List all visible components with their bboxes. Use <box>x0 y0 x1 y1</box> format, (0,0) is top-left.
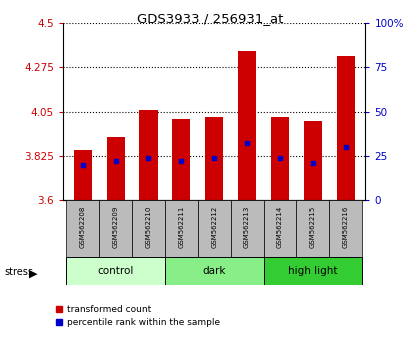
Bar <box>165 200 198 257</box>
Text: stress: stress <box>4 267 33 276</box>
Bar <box>107 137 125 200</box>
Text: GSM562210: GSM562210 <box>145 206 152 249</box>
Text: control: control <box>97 266 134 276</box>
Legend: transformed count, percentile rank within the sample: transformed count, percentile rank withi… <box>55 306 220 327</box>
Text: GSM562208: GSM562208 <box>80 206 86 249</box>
Text: ▶: ▶ <box>29 268 37 278</box>
Bar <box>297 200 329 257</box>
Bar <box>165 257 263 285</box>
Text: GSM562211: GSM562211 <box>178 206 184 249</box>
Text: GSM562209: GSM562209 <box>113 206 118 249</box>
Bar <box>337 56 355 200</box>
Bar <box>74 150 92 200</box>
Bar <box>99 200 132 257</box>
Bar <box>231 200 263 257</box>
Bar <box>66 257 165 285</box>
Text: GSM562215: GSM562215 <box>310 206 316 248</box>
Bar <box>172 119 190 200</box>
Text: GDS3933 / 256931_at: GDS3933 / 256931_at <box>137 12 283 25</box>
Text: GSM562212: GSM562212 <box>211 206 217 248</box>
Bar <box>304 121 322 200</box>
Bar <box>263 257 362 285</box>
Text: GSM562213: GSM562213 <box>244 206 250 249</box>
Bar <box>205 118 223 200</box>
Text: GSM562216: GSM562216 <box>343 206 349 249</box>
Text: GSM562214: GSM562214 <box>277 206 283 248</box>
Bar <box>139 109 158 200</box>
Bar <box>329 200 362 257</box>
Text: dark: dark <box>202 266 226 276</box>
Bar <box>263 200 297 257</box>
Bar <box>238 51 256 200</box>
Bar <box>132 200 165 257</box>
Bar <box>198 200 231 257</box>
Bar <box>66 200 99 257</box>
Bar <box>271 118 289 200</box>
Text: high light: high light <box>288 266 338 276</box>
